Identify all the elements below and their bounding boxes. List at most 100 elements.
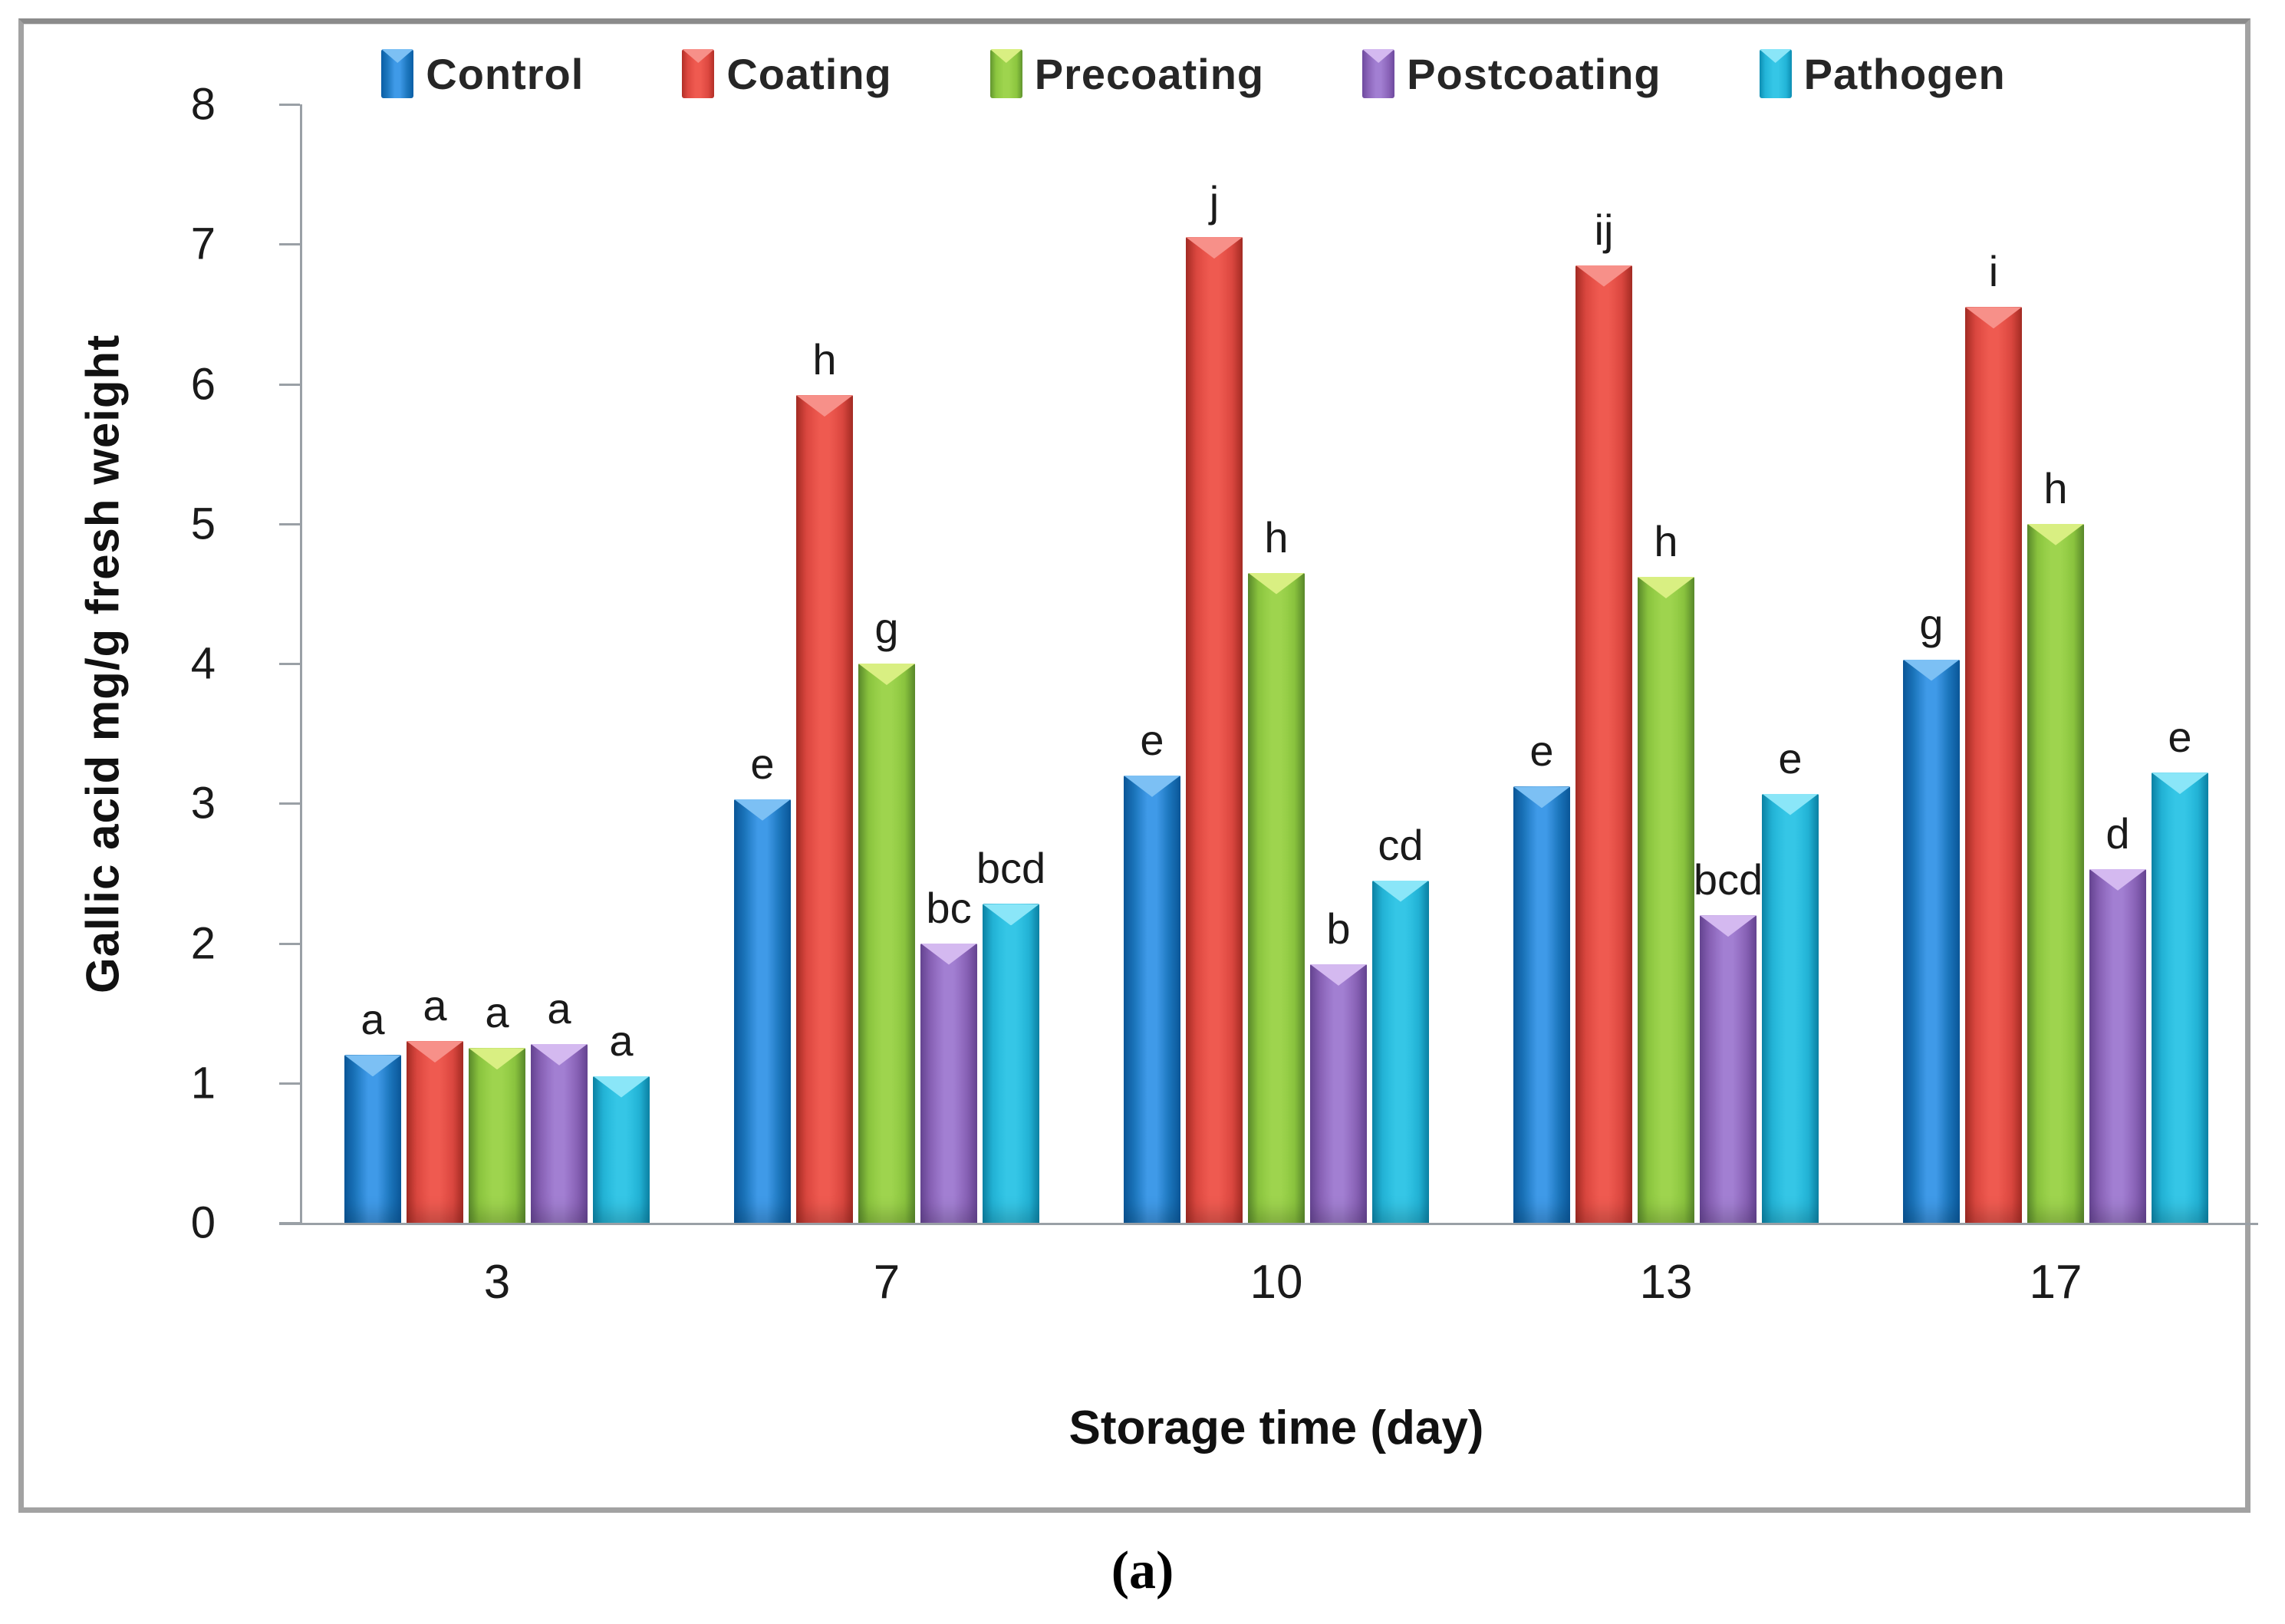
y-axis-tick-mark — [279, 243, 300, 246]
figure-caption: (a) — [1111, 1541, 1174, 1600]
bar-groups: a a a a a 3 e h g bc bcd 7 e j h b cd 10 e ij h bcd e 13 g i h d e 17 — [302, 104, 2250, 1309]
significance-label: i — [1988, 247, 1999, 296]
bar-control-day-13 — [1513, 786, 1570, 1223]
significance-label: h — [1264, 512, 1289, 562]
bar-slot: e — [2152, 104, 2208, 1223]
y-tick-label: 5 — [190, 499, 216, 549]
bar-slot: a — [593, 104, 650, 1223]
bar-control-day-3 — [344, 1055, 401, 1223]
bar-control-day-17 — [1903, 659, 1960, 1223]
y-axis-tick-mark — [279, 802, 300, 805]
legend-marker-gloss — [682, 49, 715, 63]
significance-label: h — [2043, 463, 2068, 512]
significance-label: e — [1140, 715, 1164, 764]
bar-gloss-cap — [920, 943, 977, 965]
bar-slot: h — [1638, 104, 1694, 1223]
bar-gloss-cap — [1700, 915, 1757, 937]
x-axis-line — [279, 1223, 2258, 1225]
significance-label: e — [2168, 713, 2192, 762]
significance-label: h — [812, 335, 837, 384]
bar-slot: e — [1124, 104, 1180, 1223]
bar-slot: j — [1186, 104, 1243, 1223]
legend-item-precoating[interactable]: Precoating — [989, 49, 1265, 99]
x-tick-label: 10 — [1250, 1256, 1303, 1309]
legend-marker-icon — [1362, 49, 1395, 98]
legend-label: Postcoating — [1407, 49, 1661, 98]
bar-gloss-cap — [983, 904, 1039, 926]
y-axis-tick-mark — [279, 1082, 300, 1085]
y-axis-tick-mark — [279, 383, 300, 386]
bar-precoating-day-7 — [858, 664, 915, 1223]
significance-label: g — [874, 604, 899, 652]
significance-label: g — [1919, 599, 1944, 648]
legend-label: Precoating — [1034, 49, 1265, 98]
bar-gloss-cap — [2152, 772, 2208, 795]
bar-slot: i — [1965, 104, 2022, 1223]
bar-slot: a — [469, 104, 525, 1223]
significance-label: e — [750, 739, 775, 788]
bar-pathogen-day-7 — [983, 904, 1039, 1223]
bar-gloss-cap — [531, 1043, 588, 1066]
bar-slot: a — [531, 104, 588, 1223]
bar-slot: bc — [920, 104, 977, 1223]
bar-precoating-day-13 — [1638, 577, 1694, 1223]
significance-label: a — [485, 988, 509, 1037]
bar-gloss-cap — [796, 395, 853, 417]
bar-slot: h — [796, 104, 853, 1223]
bar-pathogen-day-13 — [1762, 793, 1819, 1223]
y-tick-label: 4 — [190, 638, 216, 689]
legend-marker-icon — [682, 49, 715, 98]
significance-label: bcd — [976, 844, 1046, 893]
y-tick-label: 0 — [190, 1197, 216, 1248]
bar-gloss-cap — [1513, 786, 1570, 809]
y-axis-tick-mark — [279, 522, 300, 525]
significance-label: d — [2106, 809, 2130, 858]
bar-pathogen-day-3 — [593, 1076, 650, 1223]
y-axis-line — [300, 104, 302, 1223]
legend-marker-gloss — [1759, 49, 1792, 63]
legend-label: Coating — [726, 49, 892, 98]
bar-gloss-cap — [734, 799, 791, 821]
bar-slot: ij — [1575, 104, 1632, 1223]
significance-label: a — [547, 983, 571, 1033]
bar-gloss-cap — [1762, 793, 1819, 815]
legend-marker-icon — [381, 49, 414, 98]
legend-item-control[interactable]: Control — [381, 49, 584, 99]
significance-label: a — [423, 981, 447, 1030]
bar-slot: a — [344, 104, 401, 1223]
significance-label: e — [1778, 733, 1803, 782]
y-axis-tick-mark — [279, 1222, 300, 1224]
bar-gloss-cap — [1903, 659, 1960, 681]
bar-slot: e — [1762, 104, 1819, 1223]
significance-label: bc — [926, 883, 972, 932]
y-axis-tick-mark — [279, 663, 300, 665]
bar-group-day-13: e ij h bcd e 13 — [1471, 104, 1861, 1309]
bar-slot: h — [2027, 104, 2084, 1223]
legend-marker-gloss — [1362, 49, 1395, 63]
bar-slot: d — [2089, 104, 2146, 1223]
bar-gloss-cap — [1186, 237, 1243, 259]
bar-precoating-day-17 — [2027, 523, 2084, 1223]
bar-precoating-day-10 — [1248, 572, 1305, 1223]
significance-label: cd — [1378, 820, 1424, 869]
x-tick-label: 13 — [1639, 1256, 1693, 1309]
plot-area: a a a a a 3 e h g bc bcd 7 e j h b cd 10 e ij h bcd e 13 g i h d e 17 — [279, 104, 2258, 1309]
legend-item-postcoating[interactable]: Postcoating — [1362, 49, 1661, 99]
significance-label: a — [361, 995, 385, 1044]
bar-gloss-cap — [858, 664, 915, 685]
significance-label: ij — [1594, 205, 1614, 254]
bar-slot: h — [1248, 104, 1305, 1223]
bar-slot: a — [407, 104, 463, 1223]
y-tick-label: 1 — [190, 1058, 216, 1108]
legend-item-coating[interactable]: Coating — [682, 49, 891, 99]
legend-item-pathogen[interactable]: Pathogen — [1759, 49, 2006, 99]
legend-marker-gloss — [989, 49, 1022, 63]
bar-gloss-cap — [469, 1048, 525, 1070]
bar-gloss-cap — [1124, 775, 1180, 797]
bar-postcoating-day-13 — [1700, 915, 1757, 1223]
bar-group-day-17: g i h d e 17 — [1861, 104, 2250, 1309]
bar-slot: b — [1310, 104, 1367, 1223]
chart-frame: Control Coating Precoating Postcoating Patho… — [18, 18, 2258, 1513]
